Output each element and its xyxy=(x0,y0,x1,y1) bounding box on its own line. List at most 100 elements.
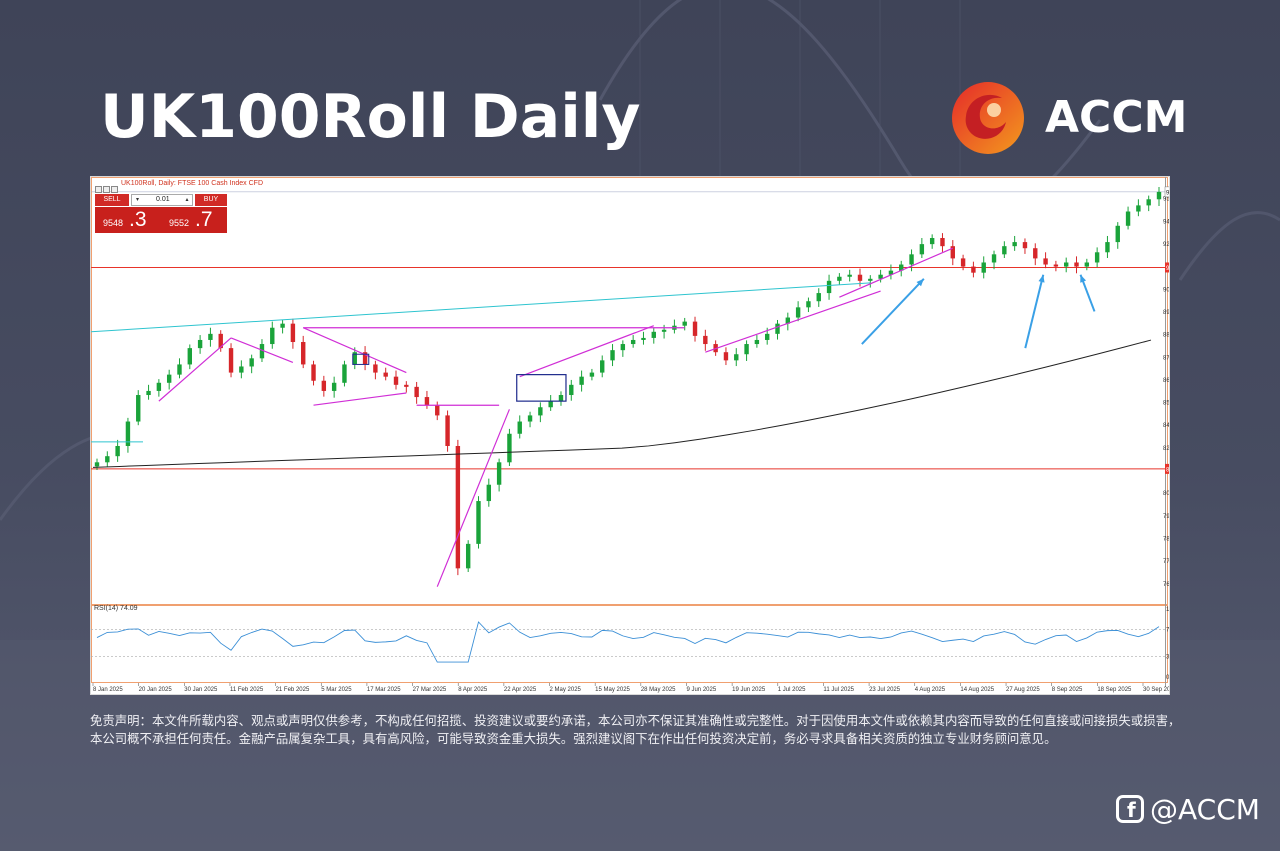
rsi-tick-label: 30.00 xyxy=(1166,655,1169,661)
candle-body xyxy=(435,405,440,416)
x-tick-label: 5 Mar 2025 xyxy=(321,687,352,693)
x-tick-label: 14 Aug 2025 xyxy=(960,687,994,693)
cyan-trendline xyxy=(91,282,871,333)
candle-body xyxy=(414,386,419,398)
candle-body xyxy=(950,246,955,259)
candle-body xyxy=(1012,242,1017,247)
rsi-tick-label: 70.00 xyxy=(1166,627,1169,633)
brand-logo: ACCM xyxy=(950,80,1190,154)
candle-body xyxy=(754,339,760,345)
candle-body xyxy=(383,372,388,377)
y-tick-label: 7957.4 xyxy=(1163,514,1169,520)
x-tick-label: 28 May 2025 xyxy=(641,687,676,693)
magenta-channel-line xyxy=(313,392,407,406)
candle-body xyxy=(837,276,842,281)
x-tick-label: 23 Jul 2025 xyxy=(869,687,901,693)
candle-body xyxy=(197,339,203,349)
candle-body xyxy=(187,348,192,365)
candle-body xyxy=(744,344,749,355)
y-tick-label: 9512.9 xyxy=(1163,197,1169,203)
consolidation-box xyxy=(516,374,567,402)
candle-body xyxy=(1136,205,1141,212)
candle-body xyxy=(115,445,120,457)
candle-body xyxy=(641,337,646,340)
lot-size-input[interactable]: ▾ 0.01 ▴ xyxy=(131,194,193,206)
candle-body xyxy=(362,352,368,365)
y-tick-label: 8735.1 xyxy=(1163,355,1169,361)
candle-body xyxy=(703,335,708,345)
candle-body xyxy=(899,264,904,271)
y-tick-label: 9401.7 xyxy=(1163,219,1169,225)
annotation-arrow xyxy=(861,278,925,345)
buy-price[interactable]: 9552 .7 xyxy=(161,207,227,233)
candle-body xyxy=(1125,211,1131,226)
sell-button[interactable]: SELL xyxy=(95,194,129,206)
sell-price-main: 9548 xyxy=(103,218,124,228)
candle-body xyxy=(579,376,584,385)
candle-body xyxy=(981,262,986,273)
candle-body xyxy=(847,274,852,277)
candle-body xyxy=(538,407,543,416)
one-click-trade-panel: SELL ▾ 0.01 ▴ BUY 9548 .3 9552 .7 xyxy=(95,194,227,234)
buy-price-main: 9552 xyxy=(169,218,190,228)
candle-body xyxy=(589,372,595,377)
x-tick-label: 17 Mar 2025 xyxy=(367,687,401,693)
candle-body xyxy=(651,331,656,338)
candle-body xyxy=(476,501,481,544)
candle-body xyxy=(486,484,492,502)
candle-body xyxy=(290,323,296,343)
sell-price[interactable]: 9548 .3 xyxy=(95,207,161,233)
rsi-tick-label: 0.00 xyxy=(1166,675,1169,681)
candle-body xyxy=(239,366,244,373)
lot-stepper-icon[interactable]: ▴ xyxy=(185,197,189,203)
candle-body xyxy=(270,327,275,345)
level-price-label: 9175.6 xyxy=(1166,266,1169,272)
x-tick-label: 4 Aug 2025 xyxy=(915,687,946,693)
candle-body xyxy=(1146,199,1151,206)
candle-body xyxy=(1084,262,1090,267)
candle-body xyxy=(723,352,729,361)
chart-window-icon xyxy=(103,186,110,193)
candle-body xyxy=(105,456,110,463)
price-pane-border xyxy=(91,177,1168,605)
x-tick-label: 30 Jan 2025 xyxy=(184,687,218,693)
lot-size-value: 0.01 xyxy=(156,196,170,203)
x-tick-label: 2 May 2025 xyxy=(550,687,582,693)
candle-body xyxy=(1105,242,1110,253)
candle-body xyxy=(465,543,471,569)
magenta-channel-line xyxy=(302,327,407,374)
candle-body xyxy=(1002,246,1007,255)
x-tick-label: 1 Jul 2025 xyxy=(778,687,806,693)
y-tick-label: 9068.4 xyxy=(1163,287,1169,293)
candle-body xyxy=(888,270,894,275)
x-tick-label: 11 Jul 2025 xyxy=(823,687,854,693)
y-tick-label: 8512.9 xyxy=(1163,401,1169,407)
candle-body xyxy=(775,323,780,334)
candle-body xyxy=(1064,262,1069,267)
brand-name: ACCM xyxy=(1045,92,1188,143)
candle-body xyxy=(228,348,234,373)
x-tick-label: 18 Sep 2025 xyxy=(1097,687,1132,693)
candle-body xyxy=(218,333,223,349)
y-tick-label: 8624.0 xyxy=(1163,378,1169,384)
social-handle[interactable]: f @ACCM xyxy=(1116,792,1260,826)
buy-button[interactable]: BUY xyxy=(195,194,227,206)
candle-body xyxy=(857,274,863,281)
x-tick-label: 9 Jun 2025 xyxy=(686,687,716,693)
candle-body xyxy=(1053,264,1059,267)
lot-dropdown-icon[interactable]: ▾ xyxy=(135,197,139,203)
buy-price-pips: .7 xyxy=(195,208,213,231)
current-price-tag xyxy=(1164,186,1169,198)
candle-body xyxy=(527,415,533,422)
annotation-arrow-head xyxy=(916,278,924,287)
y-tick-label: 7735.2 xyxy=(1163,559,1169,565)
x-tick-label: 30 Sep 2025 xyxy=(1143,687,1169,693)
chart-window-icon xyxy=(95,186,102,193)
level-price-tag xyxy=(1165,262,1169,273)
x-tick-label: 20 Jan 2025 xyxy=(139,687,173,693)
candle-body xyxy=(404,384,409,387)
candle-body xyxy=(259,344,265,359)
